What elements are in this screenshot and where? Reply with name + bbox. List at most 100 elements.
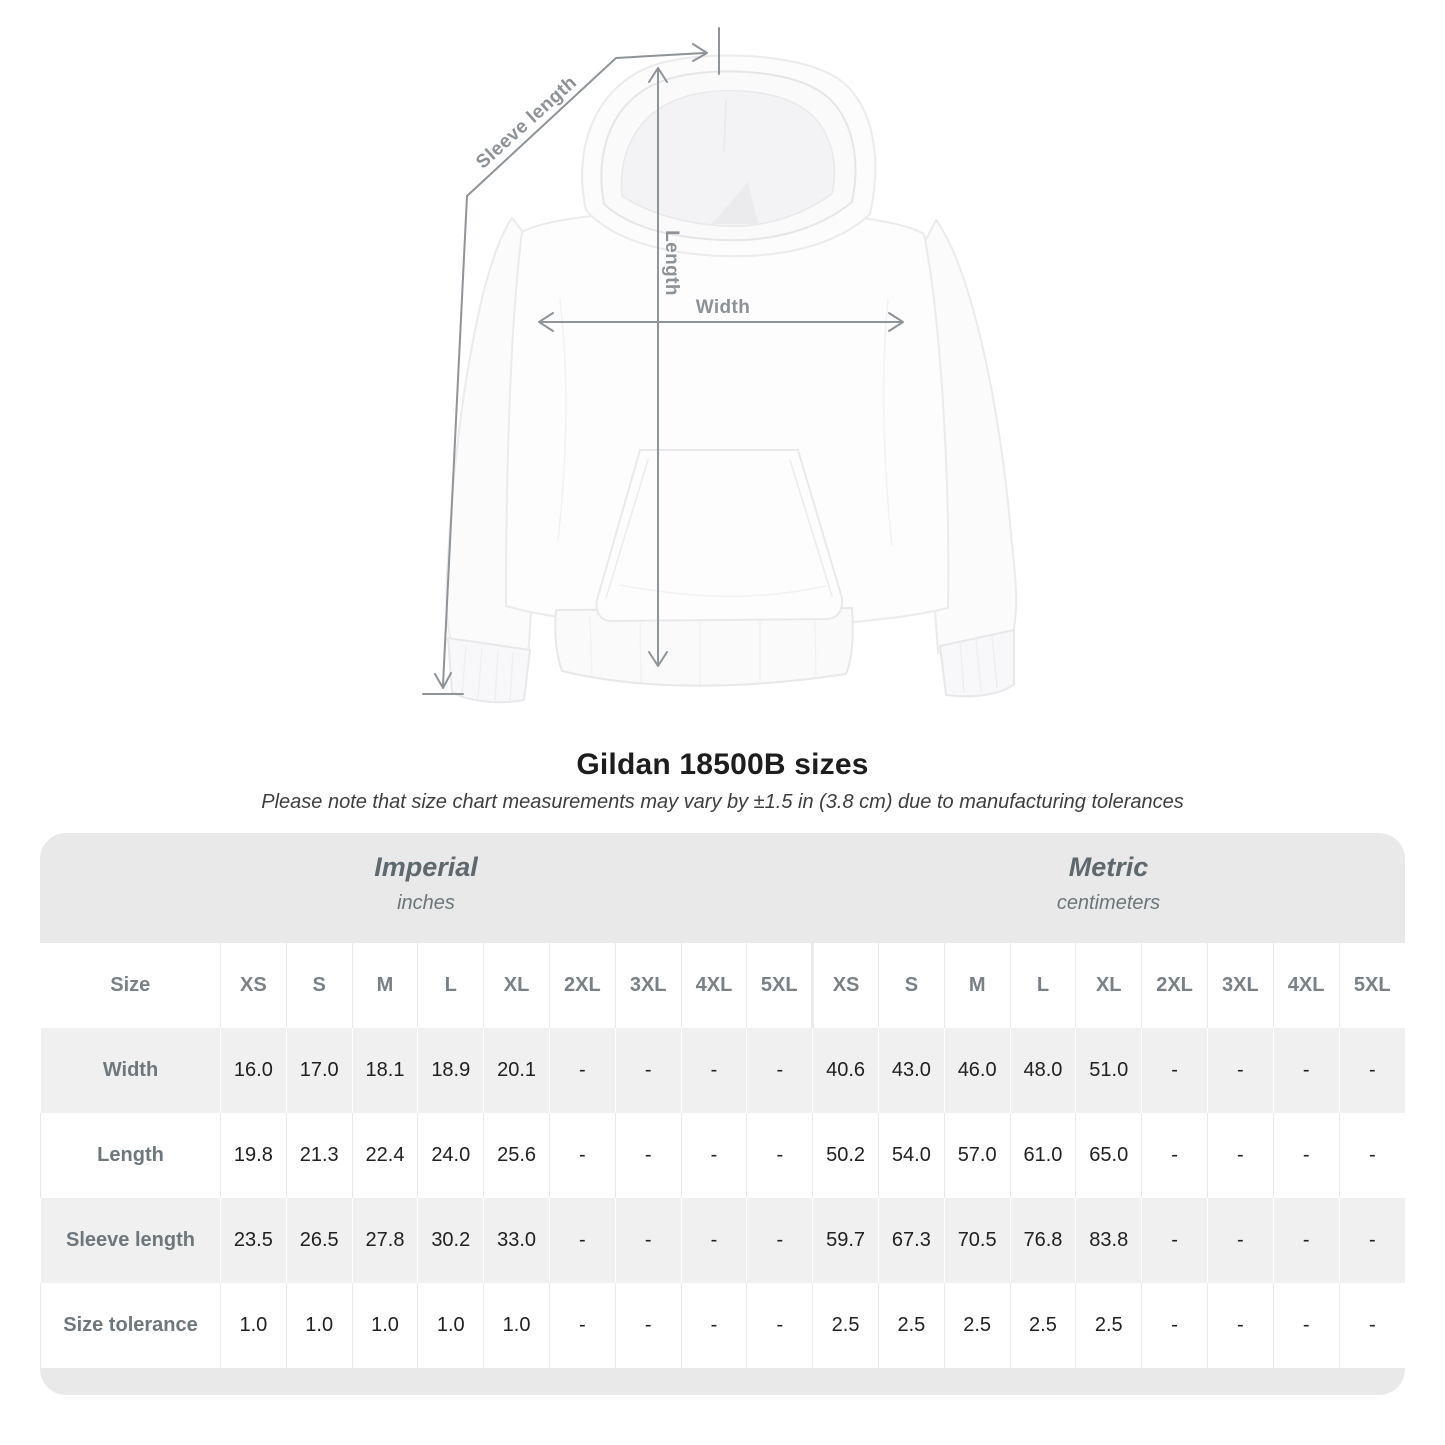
table-cell: 1.0 bbox=[417, 1283, 484, 1368]
table-cell: 20.1 bbox=[483, 1028, 550, 1113]
table-cell: 54.0 bbox=[877, 1113, 945, 1198]
table-cell: 25.6 bbox=[483, 1113, 550, 1198]
table-cell: - bbox=[614, 1198, 682, 1283]
size-header-metric-s: S bbox=[877, 943, 945, 1028]
table-cell: - bbox=[1141, 1113, 1208, 1198]
table-cell: 1.0 bbox=[351, 1283, 418, 1368]
size-header-imperial-xl: XL bbox=[483, 943, 550, 1028]
table-row: Size tolerance 1.0 1.0 1.0 1.0 1.0- - - -2.5 2.5 2… bbox=[40, 1283, 1405, 1368]
table-cell: 33.0 bbox=[483, 1198, 550, 1283]
table-cell: - bbox=[1141, 1198, 1208, 1283]
size-header-metric-m: M bbox=[943, 943, 1011, 1028]
width-measure-line bbox=[538, 312, 904, 332]
size-header-metric-xs: XS bbox=[811, 943, 879, 1028]
table-cell: - bbox=[1338, 1283, 1405, 1368]
table-cell: - bbox=[614, 1283, 682, 1368]
table-row: Sleeve length 23.5 26.5 27.8 30.2 33.0- - - -59.… bbox=[40, 1198, 1405, 1283]
table-cell: 18.9 bbox=[417, 1028, 484, 1113]
size-header-imperial-m: M bbox=[351, 943, 418, 1028]
table-cell: - bbox=[1206, 1113, 1274, 1198]
table-cell: - bbox=[746, 1028, 813, 1113]
size-header-imperial-2xl: 2XL bbox=[548, 943, 616, 1028]
table-cell: 16.0 bbox=[220, 1028, 287, 1113]
sleeve-length-measure-line bbox=[422, 27, 720, 695]
table-cell: 61.0 bbox=[1009, 1113, 1076, 1198]
hoodie-illustration-svg bbox=[422, 27, 1018, 704]
table-cell: - bbox=[1206, 1028, 1274, 1113]
table-cell: 18.1 bbox=[351, 1028, 418, 1113]
table-cell: 83.8 bbox=[1075, 1198, 1142, 1283]
table-cell: - bbox=[1141, 1283, 1208, 1368]
imperial-header-group: Imperial inches bbox=[40, 833, 812, 943]
table-cell: - bbox=[548, 1028, 616, 1113]
table-cell: - bbox=[1272, 1113, 1340, 1198]
table-cell: 2.5 bbox=[1075, 1283, 1142, 1368]
table-cell: - bbox=[614, 1113, 682, 1198]
table-cell: 1.0 bbox=[220, 1283, 287, 1368]
metric-subtitle: centimeters bbox=[1056, 892, 1161, 914]
size-header-imperial-xs: XS bbox=[220, 943, 287, 1028]
metric-header-group: Metric centimeters bbox=[812, 833, 1405, 943]
table-cell: - bbox=[1338, 1028, 1405, 1113]
table-cell: 21.3 bbox=[285, 1113, 353, 1198]
table-cell: 1.0 bbox=[285, 1283, 353, 1368]
table-cell: 2.5 bbox=[943, 1283, 1011, 1368]
imperial-title: Imperial bbox=[374, 852, 478, 882]
table-cell: 27.8 bbox=[351, 1198, 418, 1283]
size-header-metric-2xl: 2XL bbox=[1141, 943, 1208, 1028]
table-cell: 57.0 bbox=[943, 1113, 1011, 1198]
table-cell: 2.5 bbox=[812, 1283, 879, 1368]
table-cell: 46.0 bbox=[943, 1028, 1011, 1113]
size-header-metric-3xl: 3XL bbox=[1206, 943, 1274, 1028]
size-header-metric-l: L bbox=[1009, 943, 1076, 1028]
table-cell: 23.5 bbox=[220, 1198, 287, 1283]
title-block: Gildan 18500B sizes Please note that siz… bbox=[0, 748, 1445, 814]
hoodie-illustration bbox=[445, 54, 1018, 704]
table-cell: - bbox=[680, 1028, 747, 1113]
table-cell: - bbox=[680, 1198, 747, 1283]
table-cell: - bbox=[680, 1283, 747, 1368]
table-cell: 51.0 bbox=[1075, 1028, 1142, 1113]
table-cell: - bbox=[746, 1198, 813, 1283]
table-row: Width 16.0 17.0 18.1 18.9 20.1- - - -40.6 43.0 46.… bbox=[40, 1028, 1405, 1113]
size-column-header: Size bbox=[40, 943, 221, 1028]
table-cell: - bbox=[548, 1113, 616, 1198]
table-cell: 50.2 bbox=[812, 1113, 879, 1198]
row-label: Width bbox=[40, 1028, 221, 1113]
table-cell: 19.8 bbox=[220, 1113, 287, 1198]
table-cell: 59.7 bbox=[812, 1198, 879, 1283]
table-cell: 30.2 bbox=[417, 1198, 484, 1283]
size-header-row: Size XS S M L XL 2XL 3XL 4XL 5XL XS S M L XL 2XL 3XL 4XL… bbox=[40, 943, 1405, 1028]
table-cell: - bbox=[746, 1283, 813, 1368]
table-cell: - bbox=[548, 1198, 616, 1283]
table-cell: - bbox=[548, 1283, 616, 1368]
table-cell: - bbox=[1272, 1283, 1340, 1368]
size-header-imperial-s: S bbox=[285, 943, 353, 1028]
table-cell: 2.5 bbox=[1009, 1283, 1076, 1368]
table-cell: - bbox=[1272, 1028, 1340, 1113]
table-cell: 1.0 bbox=[483, 1283, 550, 1368]
table-cell: 76.8 bbox=[1009, 1198, 1076, 1283]
size-table: Size XS S M L XL 2XL 3XL 4XL 5XL XS S M L XL 2XL 3XL 4XL… bbox=[40, 943, 1405, 1368]
size-header-metric-4xl: 4XL bbox=[1272, 943, 1340, 1028]
table-cell: 65.0 bbox=[1075, 1113, 1142, 1198]
table-cell: - bbox=[680, 1113, 747, 1198]
table-cell: 22.4 bbox=[351, 1113, 418, 1198]
size-chart-card: Imperial inches Metric centimeters Size … bbox=[40, 833, 1405, 1395]
table-cell: - bbox=[614, 1028, 682, 1113]
imperial-subtitle: inches bbox=[397, 892, 455, 914]
row-label: Sleeve length bbox=[40, 1198, 221, 1283]
width-label: Width bbox=[695, 297, 751, 318]
table-cell: - bbox=[1338, 1198, 1405, 1283]
table-cell: - bbox=[1206, 1198, 1274, 1283]
tolerance-note: Please note that size chart measurements… bbox=[261, 791, 1184, 813]
measurement-lines bbox=[422, 27, 904, 695]
table-cell: - bbox=[1206, 1283, 1274, 1368]
size-header-metric-xl: XL bbox=[1075, 943, 1142, 1028]
row-label: Size tolerance bbox=[40, 1283, 221, 1368]
page-title: Gildan 18500B sizes bbox=[576, 748, 869, 781]
size-header-imperial-l: L bbox=[417, 943, 484, 1028]
size-header-imperial-5xl: 5XL bbox=[746, 943, 813, 1028]
size-header-metric-5xl: 5XL bbox=[1338, 943, 1405, 1028]
